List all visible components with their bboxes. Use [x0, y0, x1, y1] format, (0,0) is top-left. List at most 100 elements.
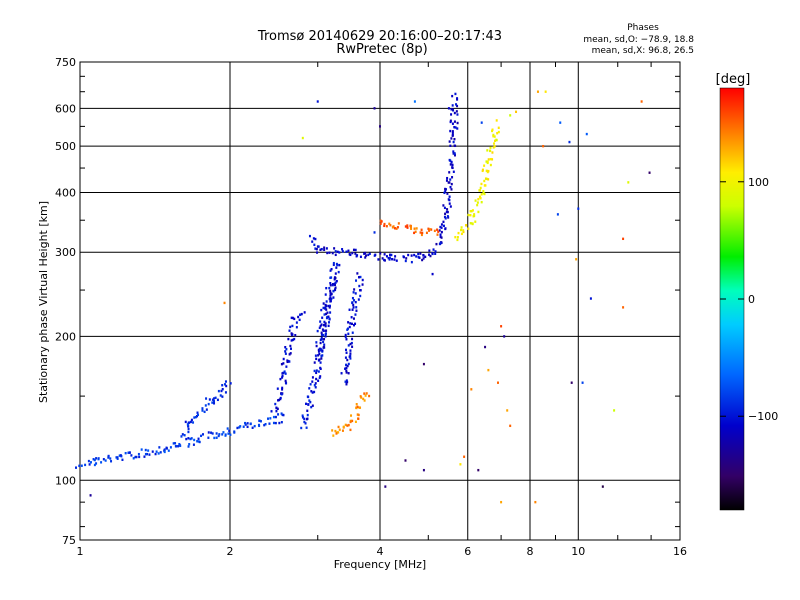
echo-point — [324, 293, 327, 296]
echo-point — [450, 160, 453, 164]
echo-point — [345, 363, 348, 367]
echo-point — [349, 428, 352, 432]
echo-point — [334, 250, 337, 253]
echo-point — [275, 406, 278, 410]
echo-point — [344, 335, 347, 339]
echo-point — [515, 110, 518, 114]
echo-point — [174, 442, 177, 445]
echo-point — [404, 225, 407, 228]
echo-point — [324, 324, 327, 328]
echo-point — [328, 286, 331, 290]
echo-point — [158, 446, 161, 449]
echo-point — [102, 458, 105, 461]
echo-point — [387, 256, 390, 260]
plot-area: 1 2 4 6 8 10 16 75 100 200 300 400 500 600 750 — [55, 56, 687, 558]
echo-point — [337, 270, 340, 274]
echo-point — [419, 231, 422, 234]
echo-point — [328, 251, 331, 254]
echo-point — [217, 434, 220, 438]
echo-point — [451, 133, 454, 137]
echo-point — [279, 396, 282, 400]
echo-point — [288, 360, 291, 363]
y-tick-label: 200 — [55, 330, 76, 343]
echo-point — [613, 409, 616, 412]
echo-point — [315, 341, 318, 344]
echo-point — [389, 253, 392, 256]
echo-point — [282, 413, 285, 417]
echo-point — [207, 431, 210, 434]
echo-point — [450, 113, 453, 116]
echo-point — [404, 259, 407, 263]
echo-point — [190, 418, 193, 422]
echo-point — [121, 458, 124, 462]
echo-point — [313, 361, 316, 364]
echo-point — [197, 413, 200, 417]
echo-point — [352, 317, 355, 320]
echo-point — [390, 253, 393, 257]
echo-point — [453, 120, 456, 123]
echo-point — [328, 304, 331, 308]
echo-point — [236, 426, 239, 430]
echo-point — [201, 433, 204, 436]
echo-point — [321, 349, 324, 352]
echo-point — [453, 125, 456, 129]
echo-point — [451, 108, 454, 111]
echo-point — [116, 456, 119, 459]
echo-point — [356, 405, 359, 409]
echo-point — [310, 390, 313, 393]
echo-point — [439, 233, 442, 236]
echo-point — [452, 140, 455, 144]
echo-point — [281, 374, 284, 378]
echo-point — [226, 427, 229, 430]
echo-point — [193, 438, 196, 442]
colorbar-tick-label: 0 — [748, 293, 755, 306]
echo-point — [187, 427, 190, 431]
echo-point — [107, 456, 110, 459]
echo-point — [322, 306, 325, 310]
echo-point — [415, 255, 418, 258]
echo-point — [559, 121, 562, 124]
echo-point — [622, 306, 625, 309]
echo-point — [318, 347, 321, 350]
echo-point — [478, 195, 481, 198]
echo-point — [453, 152, 456, 155]
echo-point — [479, 189, 482, 192]
phase-box-line1: mean, sd,O: −78.9, 18.8 — [583, 35, 694, 45]
echo-point — [542, 144, 545, 148]
echo-point — [421, 231, 424, 235]
echo-point — [477, 468, 480, 472]
echo-point — [413, 227, 416, 230]
echo-point — [325, 247, 328, 250]
echo-point — [437, 230, 440, 233]
echo-point — [364, 394, 367, 397]
echo-point — [474, 220, 477, 223]
echo-point — [284, 372, 287, 375]
echo-point — [196, 411, 199, 414]
echo-point — [289, 352, 292, 355]
echo-point — [341, 248, 344, 251]
echo-point — [493, 142, 496, 145]
echo-point — [454, 92, 457, 96]
echo-point — [356, 272, 359, 275]
echo-point — [471, 209, 474, 212]
echo-point — [465, 224, 468, 227]
colorbar-tick-label: 100 — [748, 176, 769, 189]
echo-point — [218, 433, 221, 436]
echo-point — [325, 312, 328, 316]
echo-point — [456, 236, 459, 239]
echo-point — [348, 325, 351, 329]
echo-point — [361, 278, 364, 282]
tick-layer: 1 2 4 6 8 10 16 75 100 200 300 400 500 600 750 — [55, 56, 687, 558]
echo-point — [316, 251, 319, 254]
echo-point — [323, 313, 326, 316]
echo-point — [568, 140, 571, 144]
echo-point — [467, 213, 470, 217]
echo-point — [379, 222, 382, 225]
echo-point — [385, 225, 388, 228]
echo-point — [291, 316, 294, 320]
echo-point — [277, 413, 280, 416]
echo-point — [80, 464, 83, 467]
echo-point — [456, 97, 459, 100]
echo-point — [281, 376, 284, 379]
echo-point — [349, 253, 352, 257]
